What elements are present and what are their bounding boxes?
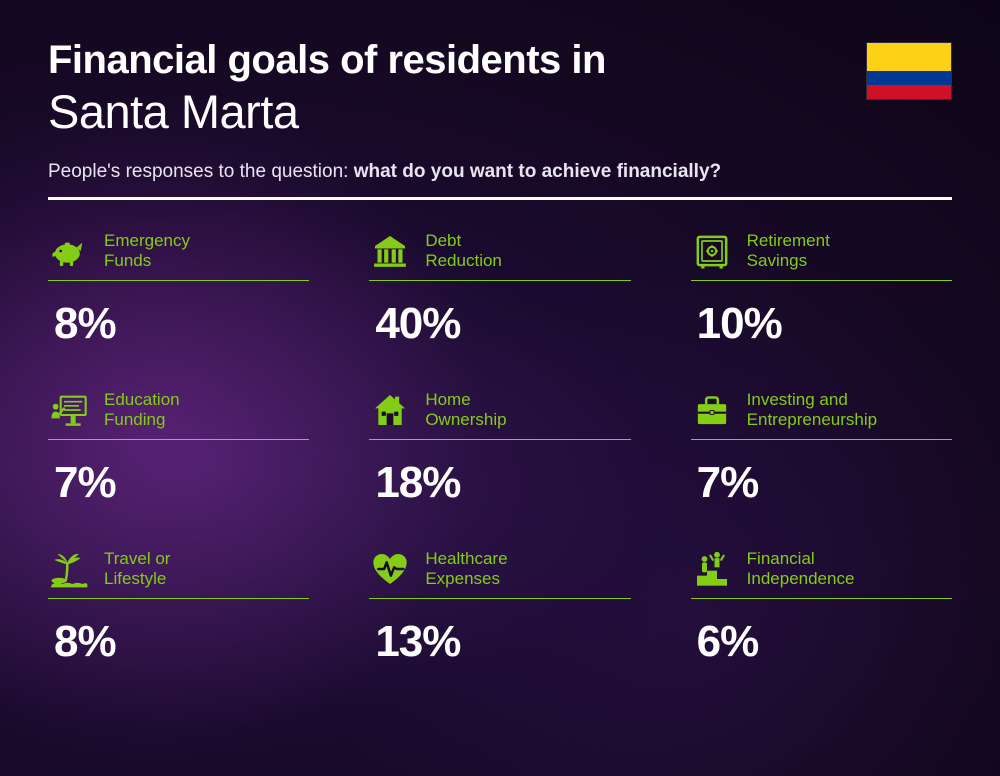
- stat-label: FinancialIndependence: [747, 549, 855, 590]
- stat-label: Travel orLifestyle: [104, 549, 170, 590]
- flag-stripe-2: [867, 71, 951, 85]
- divider: [48, 197, 952, 200]
- stat-label: RetirementSavings: [747, 231, 830, 272]
- stat-card: EducationFunding 7%: [48, 389, 309, 508]
- stat-label: DebtReduction: [425, 231, 502, 272]
- stat-label: EducationFunding: [104, 390, 180, 431]
- stat-label: Investing andEntrepreneurship: [747, 390, 877, 431]
- stat-card-header: HealthcareExpenses: [369, 548, 630, 599]
- stat-card: RetirementSavings 10%: [691, 230, 952, 349]
- stat-card-header: FinancialIndependence: [691, 548, 952, 599]
- stat-card-header: EducationFunding: [48, 389, 309, 440]
- stat-value: 6%: [691, 617, 952, 667]
- briefcase-icon: [691, 389, 733, 431]
- palm-icon: [48, 548, 90, 590]
- stat-card-header: Travel orLifestyle: [48, 548, 309, 599]
- stat-card: DebtReduction 40%: [369, 230, 630, 349]
- header: Financial goals of residents in Santa Ma…: [48, 38, 952, 200]
- bank-icon: [369, 230, 411, 272]
- stats-grid: EmergencyFunds 8% DebtReduction 40% Retireme…: [48, 230, 952, 667]
- stat-card-header: RetirementSavings: [691, 230, 952, 281]
- stat-card: EmergencyFunds 8%: [48, 230, 309, 349]
- stat-value: 13%: [369, 617, 630, 667]
- stat-label: HomeOwnership: [425, 390, 506, 431]
- stat-label: HealthcareExpenses: [425, 549, 507, 590]
- stat-card-header: DebtReduction: [369, 230, 630, 281]
- stat-card-header: EmergencyFunds: [48, 230, 309, 281]
- flag-stripe-1: [867, 43, 951, 71]
- stat-value: 40%: [369, 299, 630, 349]
- heart-icon: [369, 548, 411, 590]
- stat-card: FinancialIndependence 6%: [691, 548, 952, 667]
- flag-stripe-3: [867, 85, 951, 99]
- title-line-2: Santa Marta: [48, 84, 952, 139]
- title-line-1: Financial goals of residents in: [48, 38, 952, 82]
- stat-card: HomeOwnership 18%: [369, 389, 630, 508]
- stat-value: 7%: [48, 458, 309, 508]
- education-icon: [48, 389, 90, 431]
- stat-card-header: Investing andEntrepreneurship: [691, 389, 952, 440]
- stat-label: EmergencyFunds: [104, 231, 190, 272]
- subtitle: People's responses to the question: what…: [48, 161, 952, 183]
- stat-value: 18%: [369, 458, 630, 508]
- house-icon: [369, 389, 411, 431]
- stat-value: 8%: [48, 617, 309, 667]
- piggy-bank-icon: [48, 230, 90, 272]
- stat-card-header: HomeOwnership: [369, 389, 630, 440]
- stat-card: Travel orLifestyle 8%: [48, 548, 309, 667]
- subtitle-plain: People's responses to the question:: [48, 161, 354, 182]
- flag-colombia: [866, 42, 952, 100]
- stat-value: 7%: [691, 458, 952, 508]
- podium-icon: [691, 548, 733, 590]
- stat-card: HealthcareExpenses 13%: [369, 548, 630, 667]
- stat-value: 10%: [691, 299, 952, 349]
- subtitle-bold: what do you want to achieve financially?: [354, 161, 721, 182]
- safe-icon: [691, 230, 733, 272]
- stat-card: Investing andEntrepreneurship 7%: [691, 389, 952, 508]
- stat-value: 8%: [48, 299, 309, 349]
